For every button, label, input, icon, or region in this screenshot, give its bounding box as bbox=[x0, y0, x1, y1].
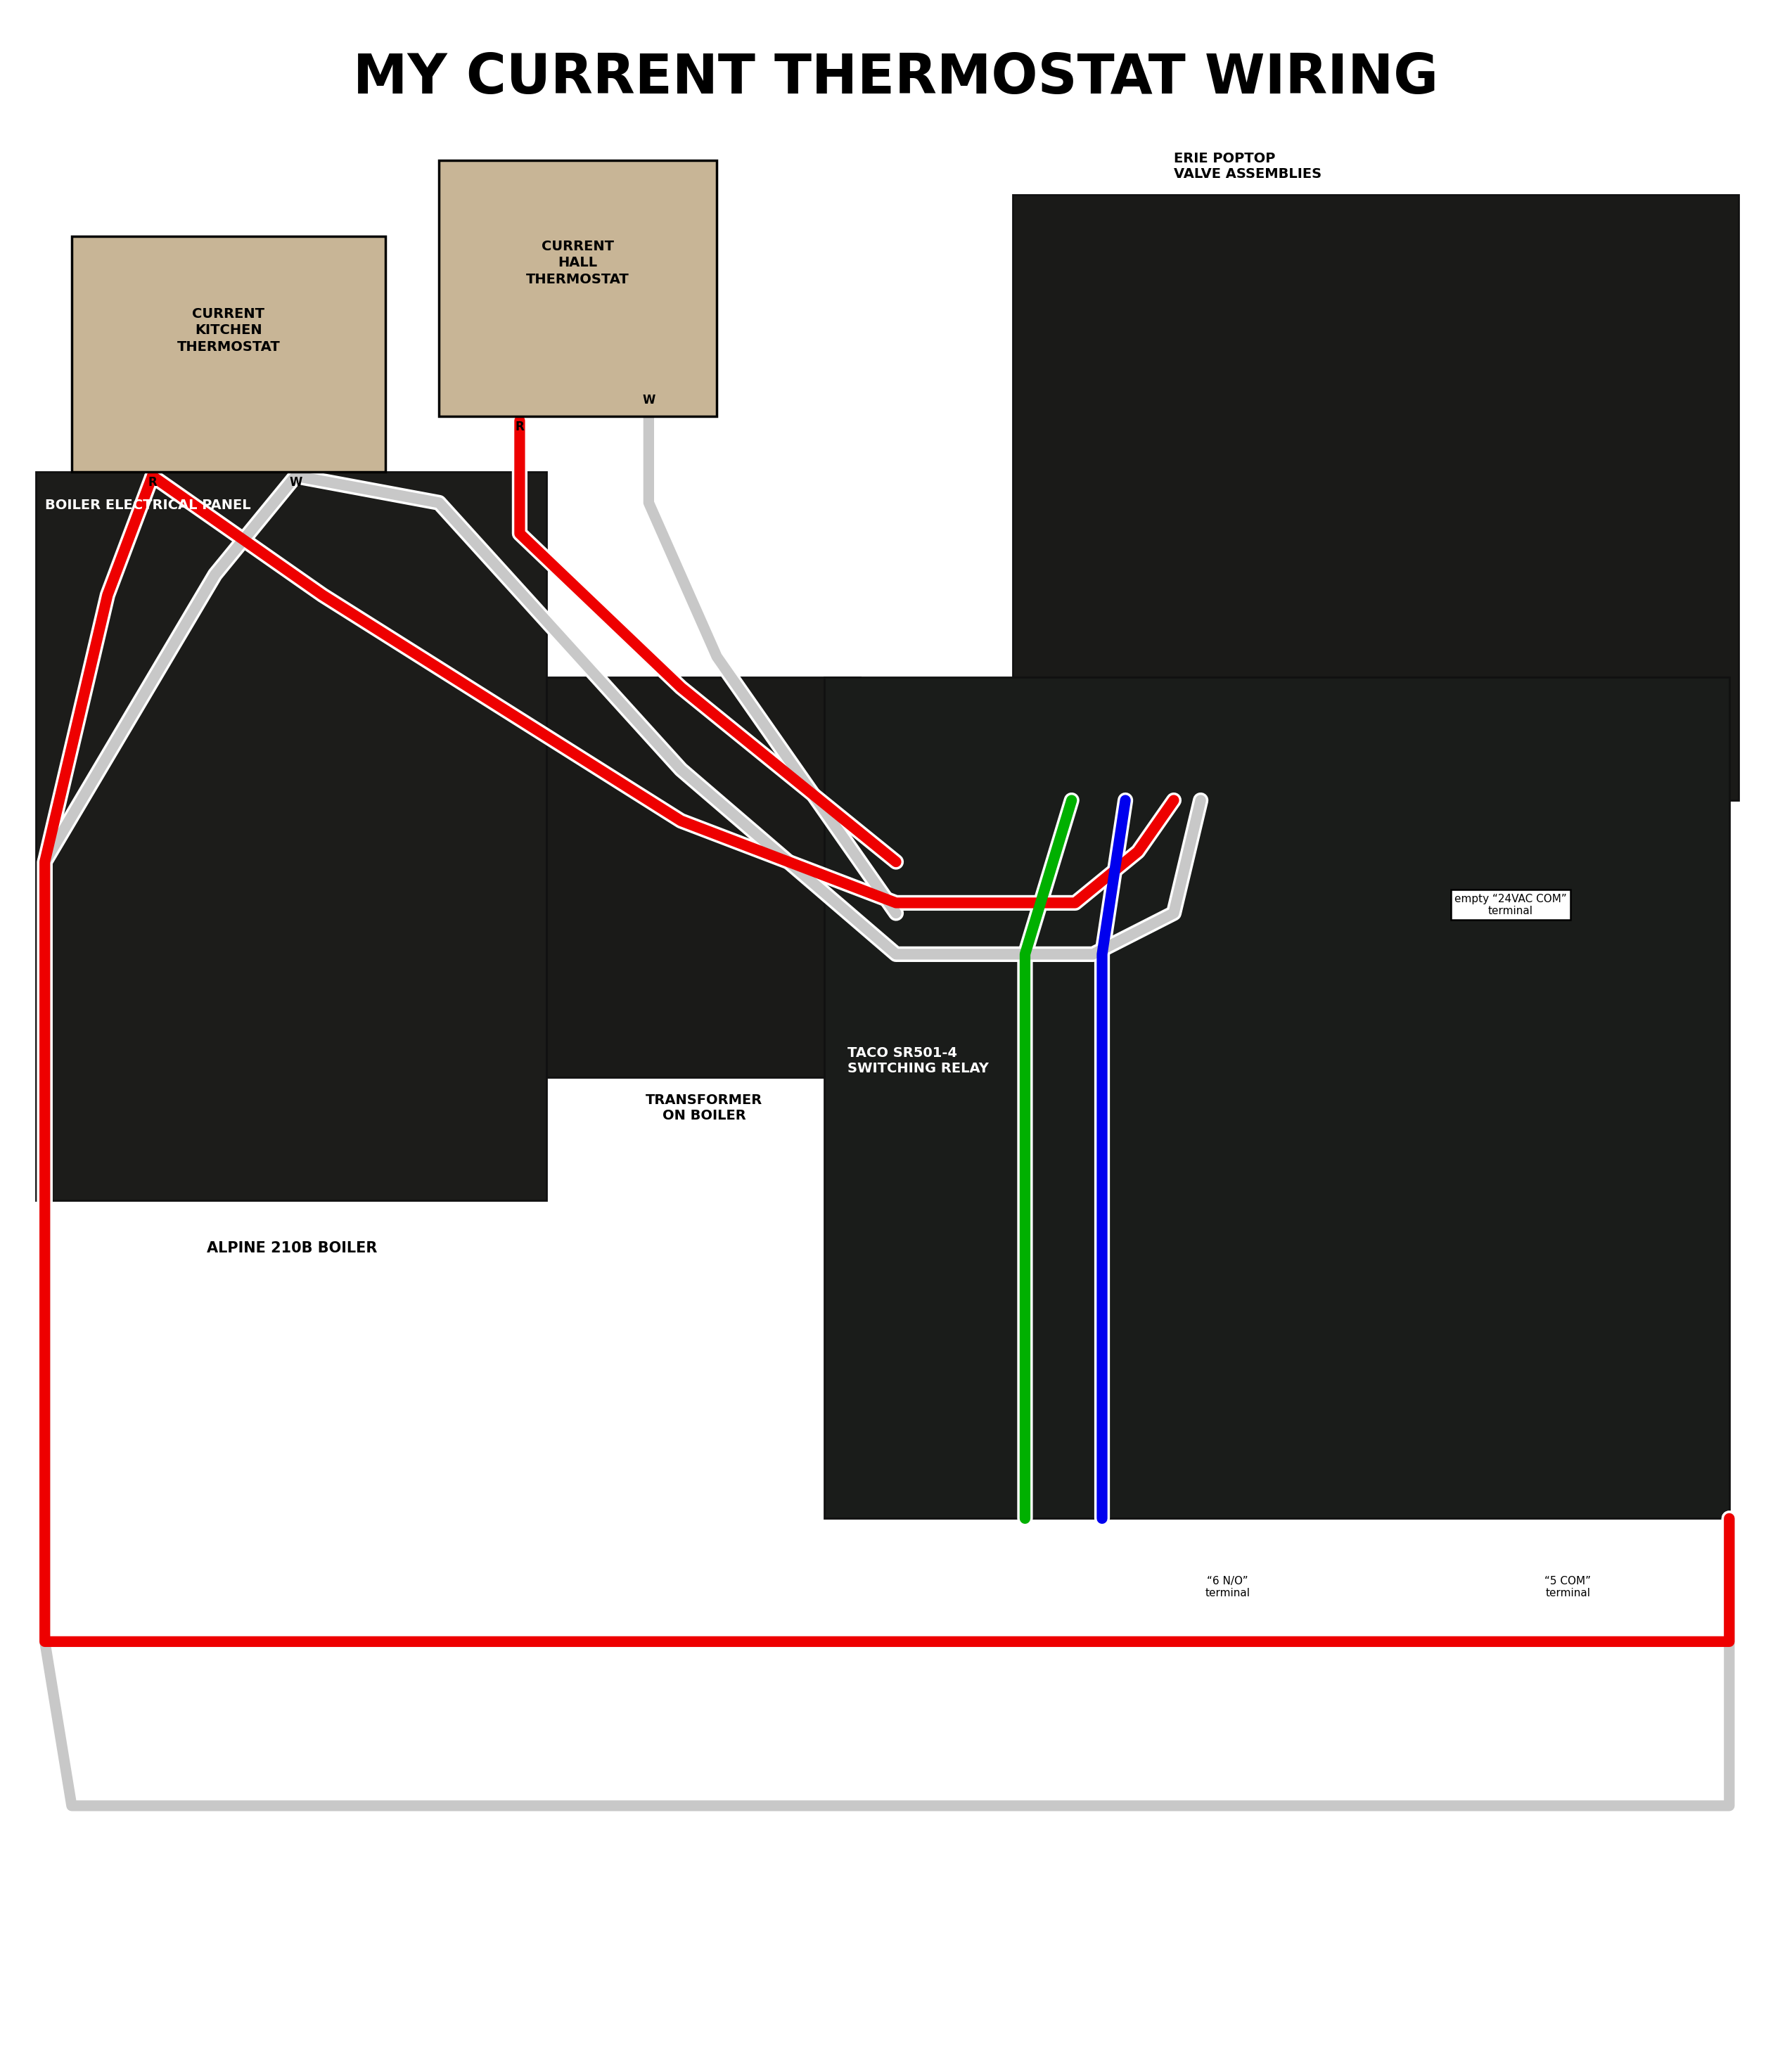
Text: ALPINE 210B BOILER: ALPINE 210B BOILER bbox=[206, 1241, 378, 1256]
Text: MY CURRENT THERMOSTAT WIRING: MY CURRENT THERMOSTAT WIRING bbox=[353, 51, 1439, 105]
Bar bbox=[439, 160, 717, 417]
Text: ERIE POPTOP
VALVE ASSEMBLIES: ERIE POPTOP VALVE ASSEMBLIES bbox=[1174, 152, 1321, 181]
Text: R: R bbox=[514, 421, 525, 433]
Text: CURRENT
HALL
THERMOSTAT: CURRENT HALL THERMOSTAT bbox=[527, 240, 629, 285]
Text: W: W bbox=[289, 476, 303, 488]
Text: CURRENT
KITCHEN
THERMOSTAT: CURRENT KITCHEN THERMOSTAT bbox=[177, 308, 280, 353]
Text: “6 N/O”
terminal: “6 N/O” terminal bbox=[1204, 1576, 1251, 1599]
Bar bbox=[1012, 195, 1738, 800]
Text: BOILER ELECTRICAL PANEL: BOILER ELECTRICAL PANEL bbox=[45, 499, 251, 513]
Text: W: W bbox=[642, 394, 656, 406]
Bar bbox=[547, 677, 860, 1077]
Text: TRANSFORMER
ON BOILER: TRANSFORMER ON BOILER bbox=[645, 1094, 763, 1122]
Text: “5 COM”
terminal: “5 COM” terminal bbox=[1545, 1576, 1591, 1599]
Bar bbox=[824, 677, 1729, 1518]
Text: R: R bbox=[147, 476, 158, 488]
Bar bbox=[72, 236, 385, 472]
Text: TACO SR501-4
SWITCHING RELAY: TACO SR501-4 SWITCHING RELAY bbox=[848, 1047, 989, 1075]
Bar bbox=[36, 472, 547, 1200]
Text: empty “24VAC COM”
terminal: empty “24VAC COM” terminal bbox=[1455, 893, 1566, 917]
